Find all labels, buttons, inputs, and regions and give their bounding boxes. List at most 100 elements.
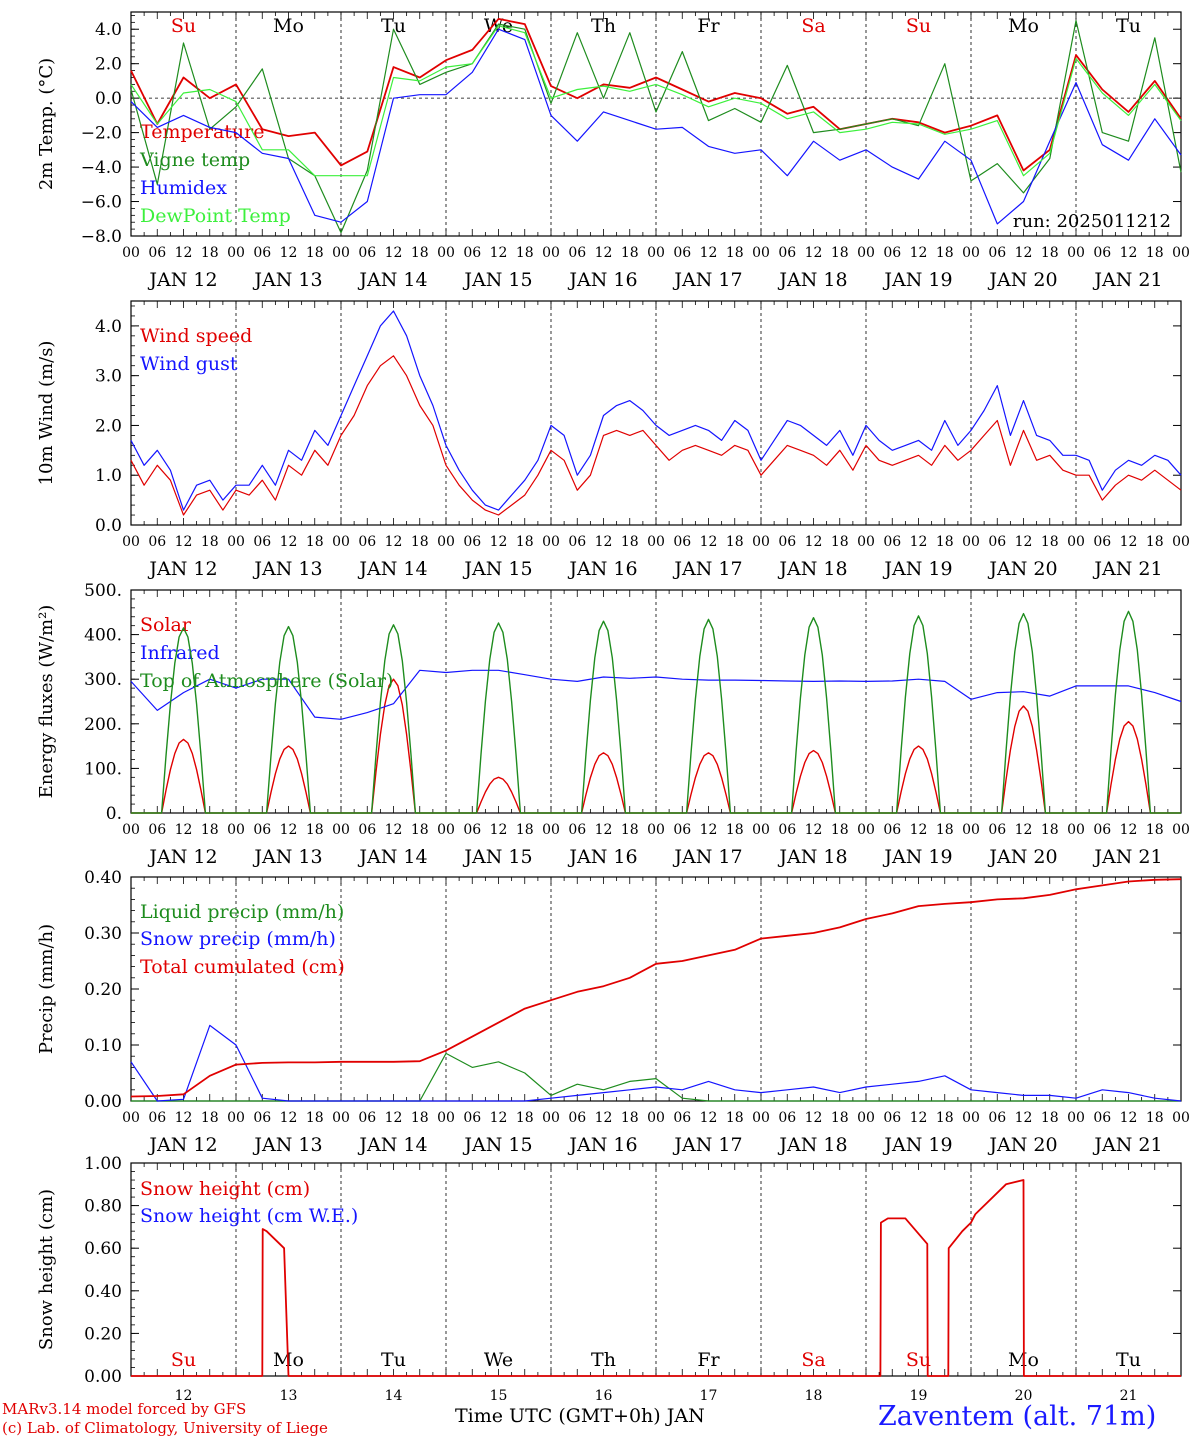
panel5-y-tick-label: 0.80 xyxy=(84,1197,122,1217)
panel1-hour-label: 06 xyxy=(988,245,1006,261)
panel5-day-number: 21 xyxy=(1120,1388,1138,1404)
panel2-y-tick-label: 2.0 xyxy=(95,416,122,436)
panel4-date-label: JAN 12 xyxy=(147,1134,217,1156)
panel1-hour-label: 06 xyxy=(358,245,376,261)
panel5-day-number: 16 xyxy=(595,1388,613,1404)
panel2-legend-1: Wind speed xyxy=(140,325,252,347)
panel4-hour-label: 12 xyxy=(280,1110,298,1126)
panel1-y-tick-label: −4.0 xyxy=(81,158,122,178)
panel2-date-label: JAN 16 xyxy=(567,558,637,580)
x-axis-title: Time UTC (GMT+0h) JAN xyxy=(455,1405,705,1427)
panel4-hour-label: 00 xyxy=(437,1110,455,1126)
panel1-date-label: JAN 15 xyxy=(462,269,532,291)
panel2-hour-label: 12 xyxy=(1015,534,1033,550)
panel2-hour-label: 12 xyxy=(805,534,823,550)
panel1-weekday-label: Tu xyxy=(1116,15,1141,37)
panel4-legend-3: Total cumulated (cm) xyxy=(140,956,345,978)
panel2-date-label: JAN 20 xyxy=(987,558,1057,580)
panel4-date-label: JAN 15 xyxy=(462,1134,532,1156)
panel5-y-tick-label: 0.20 xyxy=(84,1324,122,1344)
panel4-hour-label: 18 xyxy=(936,1110,954,1126)
panel2-hour-label: 12 xyxy=(490,534,508,550)
panel2-date-label: JAN 18 xyxy=(777,558,847,580)
panel2-frame xyxy=(130,300,1182,526)
panel3-hour-label: 12 xyxy=(385,822,403,838)
panel1-hour-label: 06 xyxy=(1093,245,1111,261)
panel3-hour-label: 06 xyxy=(988,822,1006,838)
panel4-y-axis-label: Precip (mm/h) xyxy=(36,924,57,1054)
panel3-series-3 xyxy=(131,610,1181,814)
panel2-date-label: JAN 21 xyxy=(1092,558,1162,580)
panel5-day-number: 18 xyxy=(805,1388,823,1404)
panel2-hour-label: 18 xyxy=(831,534,849,550)
panel1-hour-label: 00 xyxy=(332,245,350,261)
panel1-y-tick-label: −8.0 xyxy=(81,227,122,247)
panel2-hour-label: 06 xyxy=(463,534,481,550)
panel3-date-label: JAN 20 xyxy=(987,846,1057,868)
panel5-y-tick-label: 0.40 xyxy=(84,1282,122,1302)
panel1-hour-label: 12 xyxy=(805,245,823,261)
panel2-y-tick-label: 0.0 xyxy=(95,516,122,536)
panel1-hour-label: 00 xyxy=(1172,245,1190,261)
panel4-date-label: JAN 16 xyxy=(567,1134,637,1156)
panel3-hour-label: 00 xyxy=(857,822,875,838)
panel4-hour-label: 00 xyxy=(542,1110,560,1126)
panel4-hour-label: 12 xyxy=(805,1110,823,1126)
panel5-weekday-label: Fr xyxy=(697,1349,720,1371)
panel1-series-1 xyxy=(130,17,1182,172)
panel1-series-4 xyxy=(130,25,1182,177)
panel3-frame xyxy=(130,589,1182,814)
panel3-hour-label: 18 xyxy=(831,822,849,838)
panel2-hour-label: 12 xyxy=(910,534,928,550)
panel1-hour-label: 00 xyxy=(647,245,665,261)
panel5-y-axis-label: Snow height (cm) xyxy=(36,1189,57,1350)
panel1-legend-1: Temperature xyxy=(140,121,264,143)
panel3-hour-label: 00 xyxy=(1067,822,1085,838)
panel3-hour-label: 18 xyxy=(936,822,954,838)
panel3-y-axis-label: Energy fluxes (W/m²) xyxy=(36,605,57,799)
panel3-hour-label: 06 xyxy=(463,822,481,838)
panel1-series-3 xyxy=(130,28,1182,225)
panel1-hour-label: 18 xyxy=(1041,245,1059,261)
panel1-weekday-label: Su xyxy=(171,15,196,37)
panel2-y-tick-label: 1.0 xyxy=(95,466,122,486)
panel3-hour-label: 00 xyxy=(752,822,770,838)
panel3-y-tick-label: 200. xyxy=(84,715,122,735)
panel4-hour-label: 00 xyxy=(332,1110,350,1126)
panel1-y-tick-label: 2.0 xyxy=(95,55,122,75)
panel3-date-label: JAN 14 xyxy=(357,846,427,868)
panel1-hour-label: 18 xyxy=(726,245,744,261)
panel2-hour-label: 18 xyxy=(1041,534,1059,550)
panel3-date-label: JAN 13 xyxy=(252,846,322,868)
panel4-hour-label: 12 xyxy=(595,1110,613,1126)
panel3-hour-label: 18 xyxy=(1041,822,1059,838)
panel3-hour-label: 12 xyxy=(700,822,718,838)
panel2-hour-label: 18 xyxy=(201,534,219,550)
panel3-hour-label: 00 xyxy=(962,822,980,838)
panel2-y-tick-label: 3.0 xyxy=(95,367,122,387)
panel1-hour-label: 12 xyxy=(1120,245,1138,261)
panel1-legend-3: Humidex xyxy=(140,177,227,199)
panel1-hour-label: 18 xyxy=(516,245,534,261)
panel5-y-tick-label: 0.60 xyxy=(84,1239,122,1259)
panel3-hour-label: 00 xyxy=(122,822,140,838)
panel1-hour-label: 06 xyxy=(568,245,586,261)
panel2-hour-label: 00 xyxy=(332,534,350,550)
panel1-date-label: JAN 14 xyxy=(357,269,427,291)
panel4-hour-label: 18 xyxy=(831,1110,849,1126)
panel4-hour-label: 06 xyxy=(988,1110,1006,1126)
panel1-date-label: JAN 20 xyxy=(987,269,1057,291)
panel3-hour-label: 18 xyxy=(201,822,219,838)
panel5-weekday-label: Sa xyxy=(801,1349,825,1371)
panel4-date-label: JAN 20 xyxy=(987,1134,1057,1156)
panel2-hour-label: 12 xyxy=(700,534,718,550)
panel2-y-tick-label: 4.0 xyxy=(95,317,122,337)
panel2-hour-label: 18 xyxy=(1146,534,1164,550)
panel1-hour-label: 12 xyxy=(1015,245,1033,261)
panel5-day-number: 12 xyxy=(175,1388,193,1404)
panel3-hour-label: 12 xyxy=(175,822,193,838)
panel4-hour-label: 06 xyxy=(463,1110,481,1126)
panel2-hour-label: 18 xyxy=(516,534,534,550)
panel5-weekday-label: Tu xyxy=(381,1349,406,1371)
